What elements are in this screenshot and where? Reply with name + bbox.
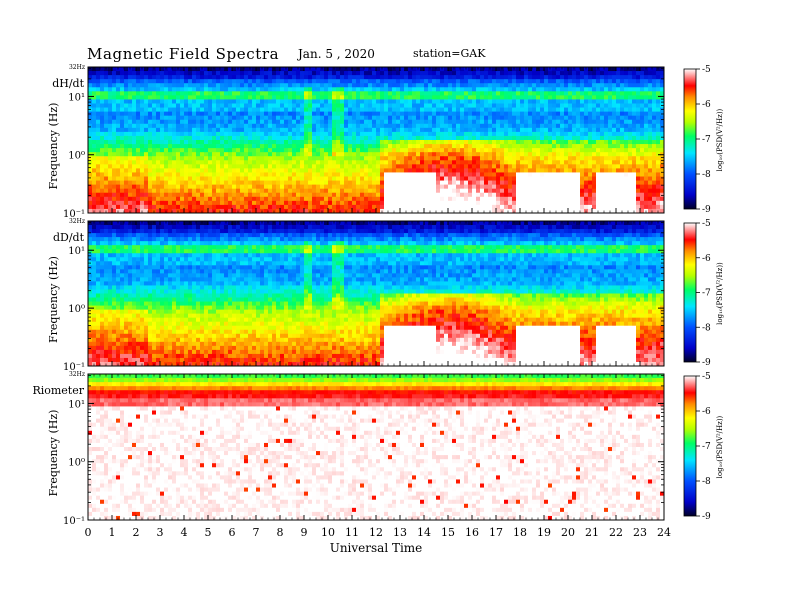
- x-tick-label: 2: [133, 526, 140, 539]
- colorbar-tick-label: -6: [702, 407, 711, 417]
- x-tick-label: 18: [513, 526, 527, 539]
- x-tick-label: 8: [277, 526, 284, 539]
- colorbar-tick-label: -7: [702, 135, 711, 145]
- y-tick-label: 10⁻¹: [63, 516, 85, 527]
- date-label: Jan. 5 , 2020: [298, 47, 375, 61]
- y-tick-label: 10¹: [68, 92, 85, 103]
- spectrogram-panel-3: 10¹ 10⁰ 10⁻¹ 32Hz Riometer Frequency (Hz) -5 -6…: [32, 371, 724, 527]
- y-axis-label: Frequency (Hz): [47, 103, 60, 190]
- x-tick-label: 7: [253, 526, 260, 539]
- x-tick-label: 14: [417, 526, 431, 539]
- station-label: station=GAK: [413, 47, 486, 60]
- x-tick-label: 23: [633, 526, 647, 539]
- x-tick-label: 16: [465, 526, 479, 539]
- x-tick-label: 22: [609, 526, 623, 539]
- panel-label: dD/dt: [53, 231, 85, 244]
- x-tick-label: 20: [561, 526, 575, 539]
- y-axis-label: Frequency (Hz): [47, 410, 60, 497]
- y-tick-label: 10¹: [68, 246, 85, 257]
- colorbar-tick-label: -5: [702, 219, 711, 229]
- panel-label: Riometer: [32, 384, 84, 397]
- y-tick-label: 10⁰: [68, 304, 85, 315]
- x-tick-label: 13: [393, 526, 407, 539]
- colorbar-label: log₁₀(PSD(V²/Hz)): [716, 415, 724, 478]
- x-axis-label: Universal Time: [330, 541, 423, 555]
- top-frequency-label: 32Hz: [69, 64, 85, 71]
- figure-title: Magnetic Field Spectra: [87, 45, 280, 63]
- y-tick-label: 10⁰: [68, 151, 85, 162]
- top-frequency-label: 32Hz: [69, 218, 85, 225]
- x-tick-label: 12: [369, 526, 383, 539]
- colorbar-tick-label: -5: [702, 65, 711, 75]
- spectrogram-cells: [88, 221, 665, 367]
- colorbar-tick-label: -5: [702, 372, 711, 382]
- x-tick-label: 24: [657, 526, 671, 539]
- x-tick-label: 9: [301, 526, 308, 539]
- colorbar-tick-label: -7: [702, 442, 711, 452]
- x-tick-label: 17: [489, 526, 503, 539]
- colorbar-label: log₁₀(PSD(V²/Hz)): [716, 108, 724, 171]
- colorbar: -5 -6 -7 -8 -9 log₁₀(PSD(V²/Hz)): [683, 219, 724, 368]
- y-tick-label: 10¹: [68, 399, 85, 410]
- x-tick-label: 11: [345, 526, 359, 539]
- colorbar-tick-label: -7: [702, 289, 711, 299]
- colorbar-tick-label: -8: [702, 477, 711, 487]
- colorbar-tick-label: -9: [702, 205, 711, 215]
- x-tick-label: 3: [157, 526, 164, 539]
- x-tick-label: 4: [181, 526, 188, 539]
- colorbar-label: log₁₀(PSD(V²/Hz)): [716, 262, 724, 325]
- colorbar-tick-label: -9: [702, 358, 711, 368]
- x-tick-label: 0: [85, 526, 92, 539]
- spectrogram-cells: [88, 374, 665, 521]
- colorbar: -5 -6 -7 -8 -9 log₁₀(PSD(V²/Hz)): [683, 372, 724, 522]
- x-tick-label: 1: [109, 526, 116, 539]
- colorbar-tick-label: -9: [702, 512, 711, 522]
- colorbar-tick-label: -8: [702, 323, 711, 333]
- y-tick-label: 10⁻¹: [63, 362, 85, 373]
- panel-label: dH/dt: [52, 77, 84, 90]
- x-tick-label: 6: [229, 526, 236, 539]
- y-tick-label: 10⁻¹: [63, 209, 85, 220]
- colorbar-tick-label: -6: [702, 254, 711, 264]
- colorbar-tick-label: -6: [702, 100, 711, 110]
- y-tick-label: 10⁰: [68, 458, 85, 469]
- spectrogram-cells: [88, 67, 665, 214]
- x-tick-label: 10: [321, 526, 335, 539]
- colorbar: -5 -6 -7 -8 -9 log₁₀(PSD(V²/Hz)): [683, 65, 724, 215]
- x-tick-label: 5: [205, 526, 212, 539]
- y-axis-label: Frequency (Hz): [47, 256, 60, 343]
- x-tick-label: 19: [537, 526, 551, 539]
- x-tick-label: 15: [441, 526, 455, 539]
- top-frequency-label: 32Hz: [69, 371, 85, 378]
- x-tick-label: 21: [585, 526, 599, 539]
- colorbar-tick-label: -8: [702, 170, 711, 180]
